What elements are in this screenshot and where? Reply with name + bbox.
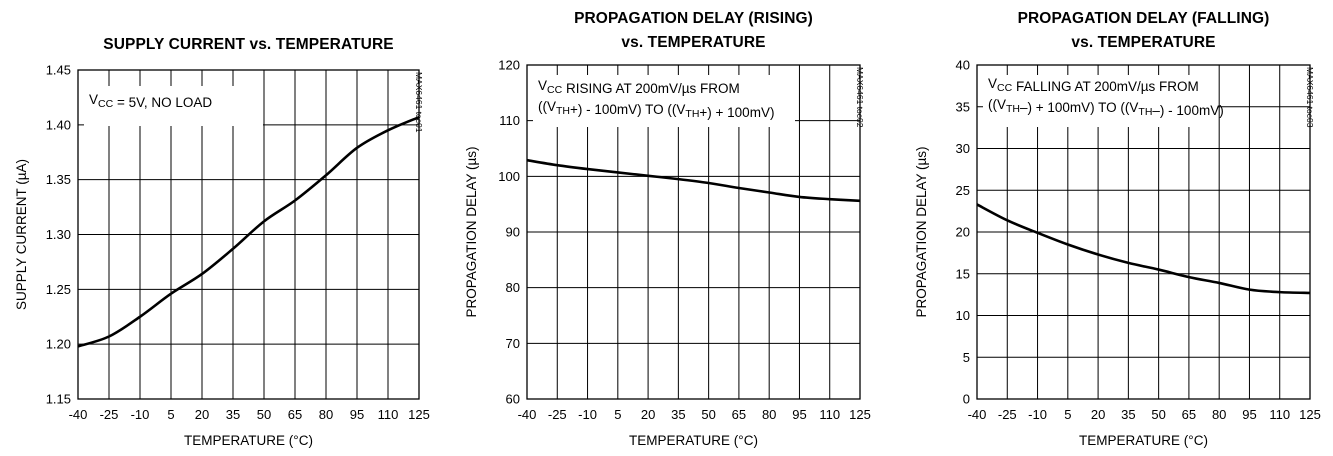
- x-tick-label: 50: [1151, 407, 1165, 422]
- y-axis-label: PROPAGATION DELAY (µs): [914, 146, 929, 317]
- y-tick-label: 1.20: [46, 337, 71, 352]
- part-number-label: MAX6461 toc03: [1305, 67, 1315, 128]
- y-tick-label: 110: [499, 113, 520, 128]
- series-line: [976, 203, 1311, 295]
- chart-title: PROPAGATION DELAY (RISING): [574, 10, 813, 27]
- condition-note: ((VTH–) + 100mV) TO ((VTH–) - 100mV): [988, 97, 1224, 118]
- y-tick-label: 5: [963, 350, 970, 365]
- x-axis-label: TEMPERATURE (°C): [184, 433, 313, 448]
- x-tick-label: -25: [998, 407, 1017, 422]
- x-tick-label: -40: [968, 407, 987, 422]
- series-line: [526, 158, 861, 203]
- y-tick-label: 20: [956, 225, 970, 240]
- x-tick-label: 5: [167, 407, 174, 422]
- x-tick-label: 5: [1064, 407, 1071, 422]
- plot-frame: [77, 69, 420, 400]
- x-tick-label: 80: [762, 407, 776, 422]
- chart-title: vs. TEMPERATURE: [1071, 34, 1215, 51]
- x-tick-label: -40: [69, 407, 88, 422]
- condition-note: ((VTH+) - 100mV) TO ((VTH+) + 100mV): [538, 99, 774, 120]
- chart-svg: PROPAGATION DELAY (FALLING) vs. TEMPERATU…: [914, 10, 1321, 448]
- x-tick-label: 95: [1242, 407, 1256, 422]
- x-tick-label: 20: [195, 407, 209, 422]
- x-tick-label: 65: [732, 407, 746, 422]
- x-tick-label: -40: [518, 407, 537, 422]
- x-tick-label: -25: [548, 407, 567, 422]
- x-tick-label: 65: [1182, 407, 1196, 422]
- x-axis-label: TEMPERATURE (°C): [629, 433, 758, 448]
- x-tick-label: 125: [849, 407, 871, 422]
- plot-frame: [526, 64, 861, 400]
- y-tick-label: 40: [956, 58, 970, 73]
- x-tick-label: 50: [257, 407, 271, 422]
- x-tick-label: 20: [641, 407, 655, 422]
- x-tick-label: -10: [578, 407, 597, 422]
- chart-title: PROPAGATION DELAY (FALLING): [1018, 10, 1270, 27]
- annotation-background: [983, 75, 1218, 127]
- x-tick-label: 80: [319, 407, 333, 422]
- x-tick-label: 80: [1212, 407, 1226, 422]
- y-tick-label: 90: [506, 225, 520, 240]
- chart-title: vs. TEMPERATURE: [621, 34, 765, 51]
- x-tick-label: 110: [1269, 407, 1290, 422]
- y-tick-label: 70: [506, 336, 520, 351]
- y-tick-label: 15: [956, 266, 970, 281]
- y-tick-label: 80: [506, 280, 520, 295]
- x-tick-label: 5: [614, 407, 621, 422]
- x-tick-label: -10: [131, 407, 150, 422]
- condition-note: VCC FALLING AT 200mV/µs FROM: [988, 76, 1199, 94]
- chart-svg: PROPAGATION DELAY (RISING) vs. TEMPERATUR…: [464, 10, 871, 448]
- condition-note: VCC = 5V, NO LOAD: [89, 92, 212, 110]
- y-tick-label: 1.35: [46, 172, 71, 187]
- annotation-background: [84, 86, 263, 126]
- part-number-label: MAX6461 toc01: [414, 72, 424, 133]
- y-axis-label: PROPAGATION DELAY (µs): [464, 146, 479, 317]
- y-tick-label: 1.30: [46, 227, 71, 242]
- y-axis-label: SUPPLY CURRENT (µA): [14, 159, 29, 310]
- x-tick-label: -10: [1028, 407, 1047, 422]
- x-tick-label: 65: [288, 407, 302, 422]
- x-tick-label: 125: [1299, 407, 1321, 422]
- chart-prop-delay-rising: PROPAGATION DELAY (RISING) vs. TEMPERATUR…: [448, 0, 878, 456]
- y-tick-label: 10: [956, 308, 970, 323]
- y-tick-label: 100: [498, 169, 520, 184]
- y-tick-label: 120: [498, 58, 520, 73]
- series-line: [77, 115, 420, 348]
- chart-title: SUPPLY CURRENT vs. TEMPERATURE: [103, 36, 393, 53]
- plot-frame: [976, 64, 1311, 400]
- condition-note: VCC RISING AT 200mV/µs FROM: [538, 78, 740, 96]
- x-tick-label: 35: [1121, 407, 1135, 422]
- y-tick-label: 25: [956, 183, 970, 198]
- y-tick-label: 60: [506, 392, 520, 407]
- y-tick-label: 1.25: [46, 282, 71, 297]
- y-tick-label: 0: [963, 392, 970, 407]
- x-tick-label: 110: [378, 407, 399, 422]
- x-axis-label: TEMPERATURE (°C): [1079, 433, 1208, 448]
- y-tick-label: 30: [956, 141, 970, 156]
- chart-prop-delay-falling: PROPAGATION DELAY (FALLING) vs. TEMPERATU…: [898, 0, 1333, 456]
- x-tick-label: -25: [100, 407, 119, 422]
- x-tick-label: 95: [350, 407, 364, 422]
- x-tick-label: 35: [671, 407, 685, 422]
- annotation-background: [533, 75, 795, 127]
- x-tick-label: 20: [1091, 407, 1105, 422]
- y-tick-label: 1.45: [46, 63, 71, 78]
- x-tick-label: 50: [701, 407, 715, 422]
- y-tick-label: 1.15: [46, 392, 71, 407]
- chart-supply-current: SUPPLY CURRENT vs. TEMPERATURE VCC = 5V, …: [0, 0, 440, 456]
- x-tick-label: 35: [226, 407, 240, 422]
- x-tick-label: 125: [408, 407, 430, 422]
- y-tick-label: 35: [956, 99, 970, 114]
- x-tick-label: 95: [792, 407, 806, 422]
- chart-svg: SUPPLY CURRENT vs. TEMPERATURE VCC = 5V, …: [14, 36, 430, 448]
- x-tick-label: 110: [819, 407, 840, 422]
- y-tick-label: 1.40: [46, 117, 71, 132]
- part-number-label: MAX6461 toc02: [855, 67, 865, 128]
